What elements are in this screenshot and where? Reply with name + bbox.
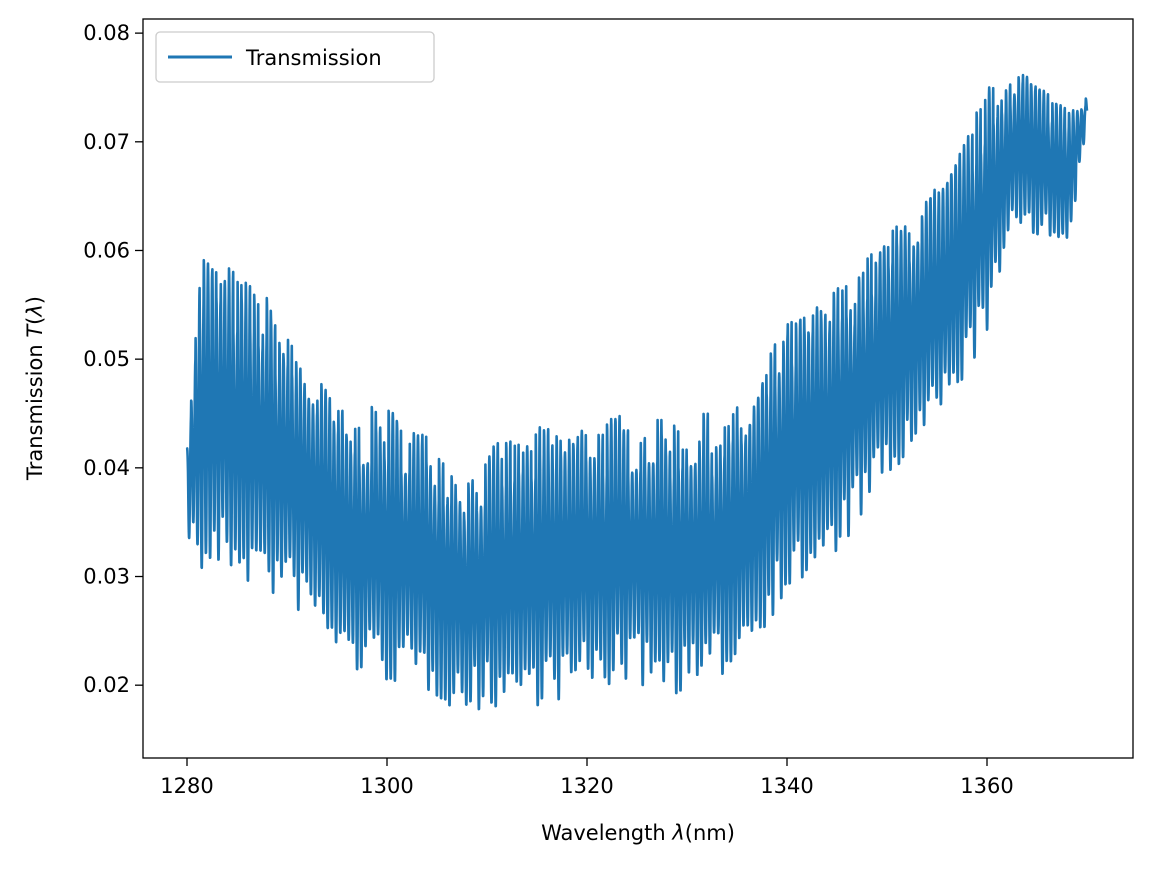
y-tick-label: 0.06	[83, 238, 130, 262]
y-tick-label: 0.07	[83, 130, 130, 154]
legend-label-transmission: Transmission	[245, 46, 382, 70]
y-tick-label: 0.08	[83, 21, 130, 45]
y-axis: 0.02 0.03 0.04 0.05 0.06 0.07 0.08	[83, 21, 143, 697]
y-tick-label: 0.02	[83, 673, 130, 697]
y-tick-label: 0.05	[83, 347, 130, 371]
x-axis: 1280 1300 1320 1340 1360	[160, 758, 1014, 798]
transmission-series-line	[185, 73, 1089, 711]
x-tick-label: 1280	[160, 774, 213, 798]
y-axis-label: Transmission T(λ)	[23, 296, 47, 481]
series-layer	[185, 73, 1089, 711]
y-tick-label: 0.04	[83, 456, 130, 480]
y-tick-label: 0.03	[83, 565, 130, 589]
legend: Transmission	[155, 31, 435, 83]
plot-frame	[142, 18, 1134, 759]
legend-box	[155, 31, 435, 83]
x-axis-label: Wavelength λ(nm)	[541, 821, 735, 845]
x-tick-label: 1300	[360, 774, 413, 798]
x-tick-label: 1320	[560, 774, 613, 798]
x-tick-label: 1340	[760, 774, 813, 798]
x-tick-label: 1360	[960, 774, 1013, 798]
